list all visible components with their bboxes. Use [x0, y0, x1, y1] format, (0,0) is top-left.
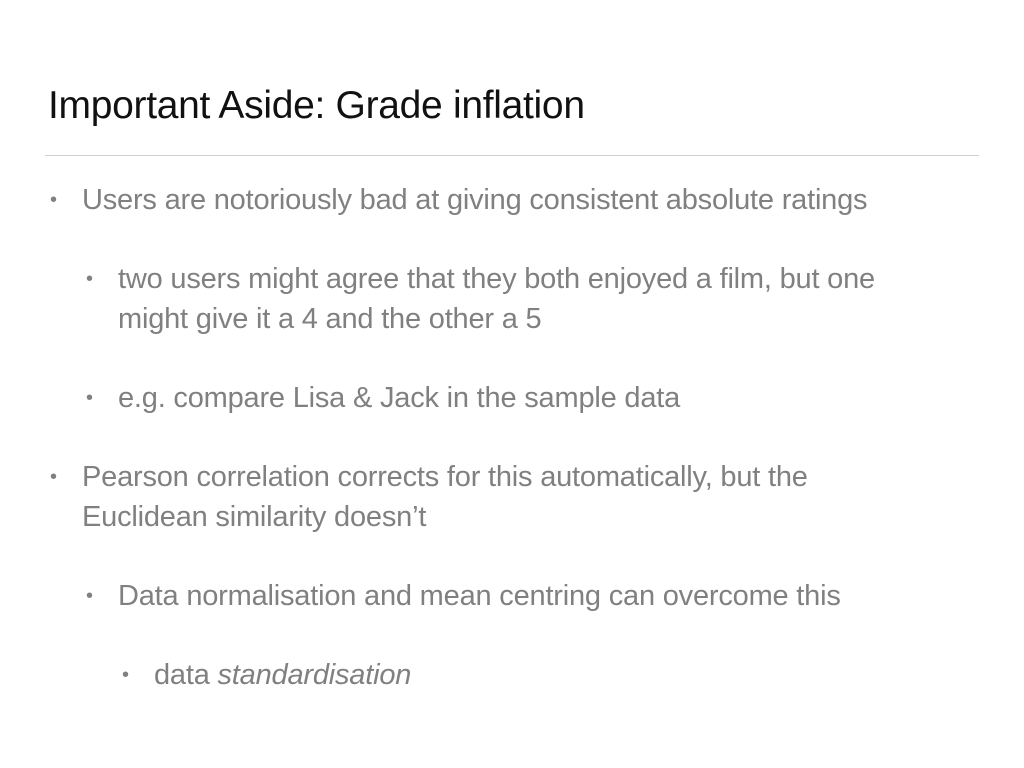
- bullet-text-italic: standardisation: [217, 659, 412, 691]
- bullet-text-plain: data: [154, 659, 218, 691]
- slide-title: Important Aside: Grade inflation: [48, 84, 585, 127]
- bullet-text: Data normalisation and mean centring can…: [118, 580, 841, 612]
- bullet-dot: •: [86, 268, 93, 290]
- bullet-text: data standardisation: [154, 655, 974, 695]
- bullet-level-1: • Users are notoriously bad at giving co…: [50, 180, 982, 220]
- bullet-level-2: • two users might agree that they both e…: [86, 259, 938, 339]
- bullet-dot: •: [50, 189, 57, 211]
- bullet-text: Users are notoriously bad at giving cons…: [82, 184, 868, 216]
- bullet-dot: •: [50, 466, 57, 488]
- bullet-dot: •: [86, 585, 93, 607]
- bullet-level-3: • data standardisation: [122, 655, 974, 695]
- bullet-level-2: • Data normalisation and mean centring c…: [86, 576, 978, 616]
- bullet-level-2: • e.g. compare Lisa & Jack in the sample…: [86, 378, 978, 418]
- bullet-level-1: • Pearson correlation corrects for this …: [50, 457, 932, 537]
- bullet-text: Pearson correlation corrects for this au…: [82, 461, 808, 533]
- bullet-text: e.g. compare Lisa & Jack in the sample d…: [118, 382, 681, 414]
- bullet-dot: •: [86, 387, 93, 409]
- title-divider: [45, 155, 979, 156]
- bullet-dot: •: [122, 664, 129, 686]
- bullet-text: two users might agree that they both enj…: [118, 263, 875, 335]
